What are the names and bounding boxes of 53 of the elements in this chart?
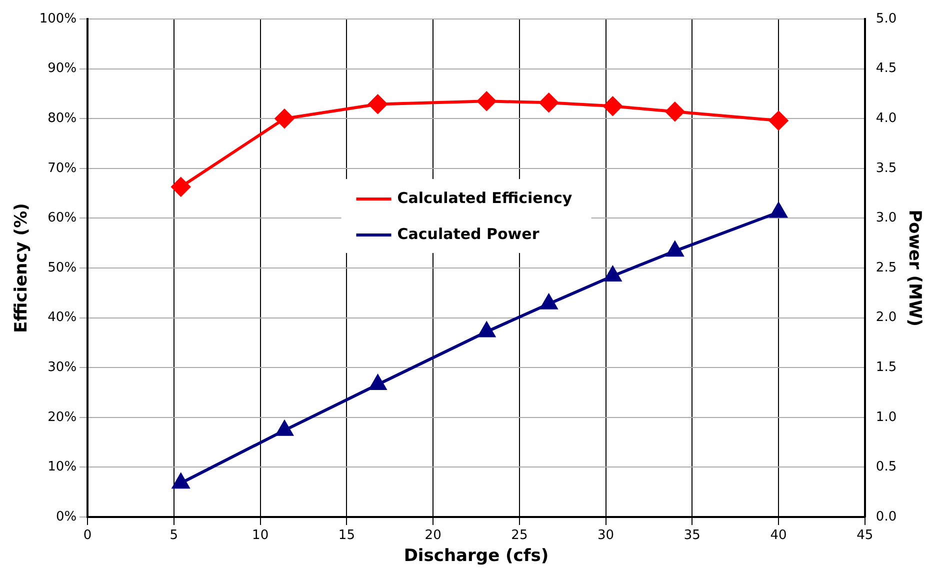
y-tick-label: 60% <box>48 210 77 226</box>
point <box>769 111 788 130</box>
y2-tick-label: 2.0 <box>876 310 897 326</box>
y2-tick-label: 0.5 <box>876 460 897 475</box>
y2-tick-label: 4.5 <box>876 61 897 76</box>
y-tick-label: 10% <box>48 460 77 475</box>
point <box>603 96 622 116</box>
y2-tick-label: 2.5 <box>876 260 897 276</box>
x-tick-label: 25 <box>511 528 528 544</box>
x-tick-label: 20 <box>424 528 442 544</box>
point <box>276 420 293 436</box>
x-tick-label: 10 <box>252 528 269 544</box>
point <box>539 93 558 112</box>
y-tick-label: 20% <box>48 410 77 425</box>
point <box>171 177 190 196</box>
x-tick-label: 40 <box>770 528 787 544</box>
y2-tick-label: 1.5 <box>876 360 897 375</box>
y-tick-label: 70% <box>48 160 77 176</box>
x-tick-label: 35 <box>684 528 700 544</box>
point <box>477 92 496 111</box>
point <box>770 202 787 218</box>
x-tick-label: 15 <box>338 528 355 544</box>
point <box>368 94 388 114</box>
y2-tick-label: 0.0 <box>876 509 897 524</box>
x-tick-label: 5 <box>170 528 178 544</box>
point <box>540 294 558 310</box>
point <box>369 375 386 390</box>
y2-tick-label: 5.0 <box>876 11 897 26</box>
point <box>172 474 190 489</box>
y-tick-label: 90% <box>48 61 77 76</box>
legend-label: Caculated Power <box>397 224 540 243</box>
y2-tick-label: 3.5 <box>876 160 897 176</box>
y-tick-label: 0% <box>56 509 77 524</box>
x-tick-label: 30 <box>598 528 614 544</box>
point <box>478 322 496 338</box>
y-tick-label: 100% <box>39 11 77 26</box>
y-axis-title: Efficiency (%) <box>12 203 32 333</box>
y2-tick-label: 1.0 <box>876 410 897 425</box>
y-tick-label: 80% <box>48 110 77 126</box>
y2-tick-label: 3.0 <box>876 210 897 226</box>
x-axis-title: Discharge (cfs) <box>404 546 549 566</box>
point <box>666 242 684 257</box>
point <box>665 102 684 122</box>
point <box>604 266 622 282</box>
y2-axis-title: Power (MW) <box>904 210 924 326</box>
y-tick-label: 40% <box>48 310 77 326</box>
x-tick-label: 45 <box>856 528 874 544</box>
y-tick-label: 50% <box>48 260 77 276</box>
y2-tick-label: 4.0 <box>876 110 897 126</box>
legend-label: Calculated Efficiency <box>397 188 572 207</box>
point <box>274 109 294 128</box>
y-tick-label: 30% <box>48 360 77 375</box>
x-tick-label: 0 <box>83 528 92 544</box>
